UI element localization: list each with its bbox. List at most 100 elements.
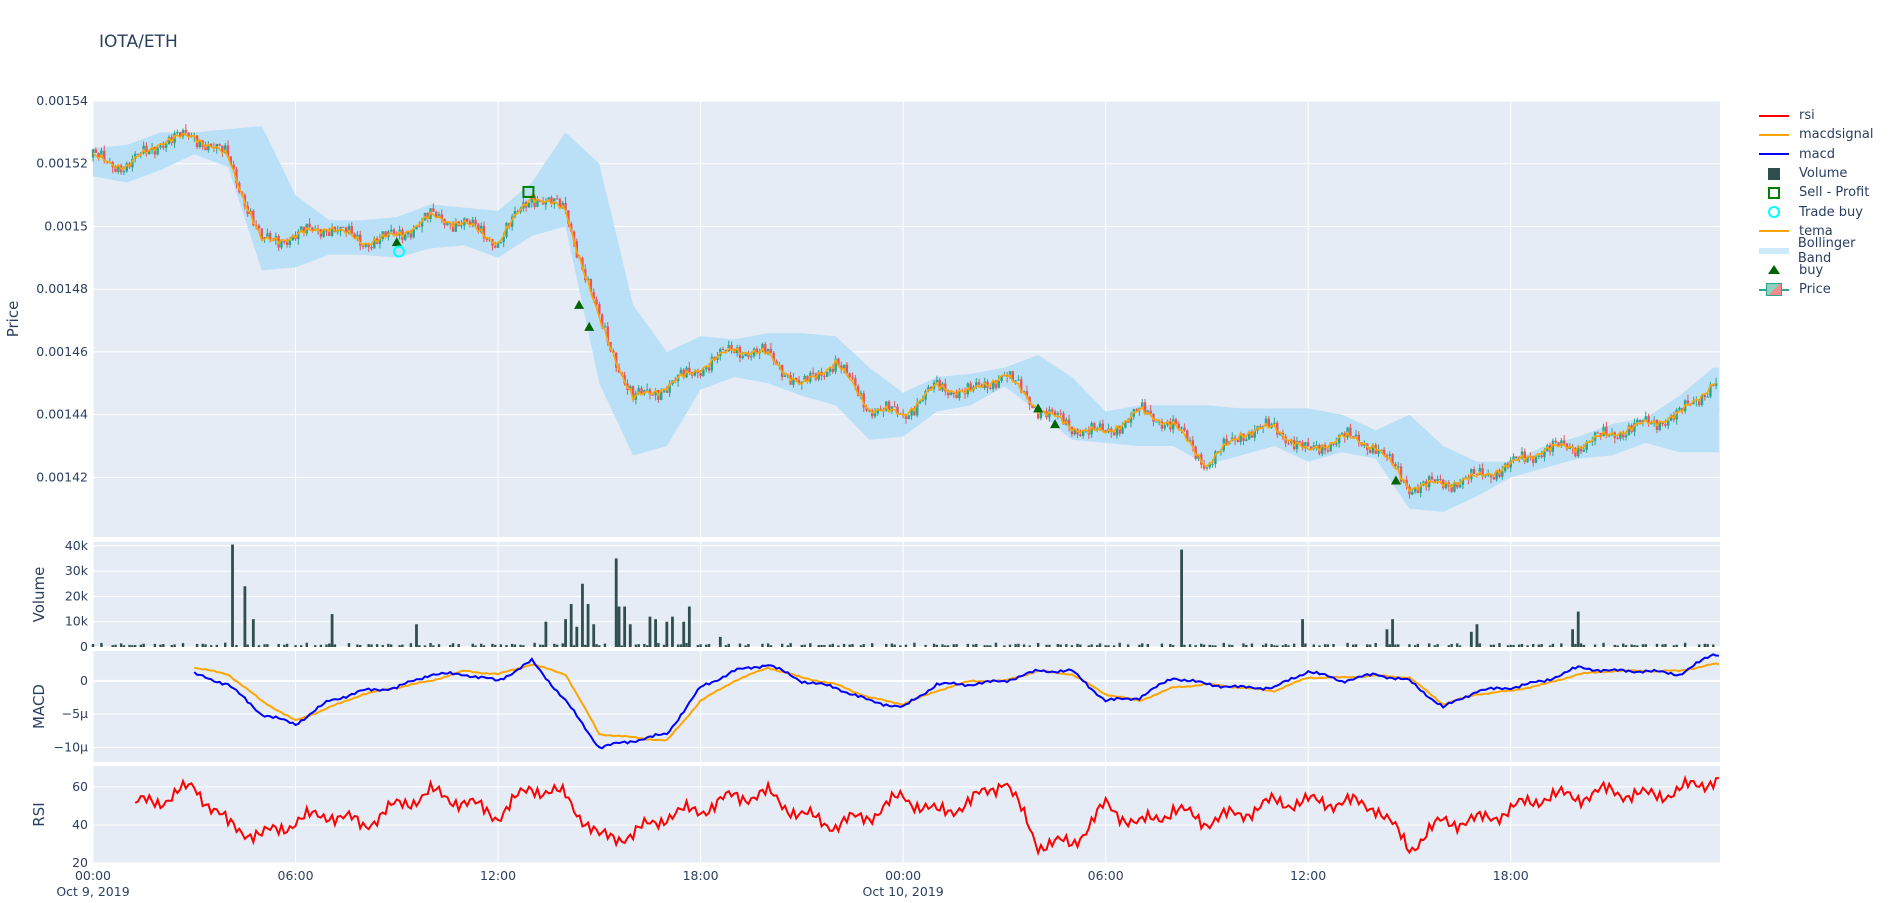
- candle-body: [159, 145, 162, 148]
- volume-bar: [1436, 644, 1439, 647]
- candle-body: [1351, 436, 1355, 438]
- candle-body: [179, 131, 182, 137]
- candle-body: [1605, 426, 1608, 437]
- volume-bar: [153, 643, 157, 647]
- candle-body: [1202, 464, 1206, 469]
- volume-bar: [1332, 644, 1335, 647]
- volume-bar: [429, 642, 432, 647]
- legend-item-tema[interactable]: tema: [1757, 222, 1890, 241]
- legend-item-sell-profit[interactable]: Sell - Profit: [1757, 183, 1890, 202]
- candle-body: [1633, 423, 1636, 432]
- volume-bar: [1712, 644, 1715, 647]
- candle-body: [1191, 440, 1195, 447]
- candle-body: [226, 145, 230, 157]
- volume-bar: [328, 643, 331, 647]
- volume-bar: [142, 643, 145, 647]
- candle-body: [848, 373, 851, 378]
- legend-item-trade-buy[interactable]: Trade buy: [1757, 202, 1890, 221]
- volume-bar: [1655, 643, 1659, 647]
- legend-item-bollinger-band[interactable]: Bollinger Band: [1757, 236, 1890, 266]
- volume-bar: [409, 643, 413, 647]
- legend-item-buy[interactable]: buy: [1757, 260, 1890, 279]
- candle-body: [510, 216, 514, 227]
- candle-body: [944, 383, 947, 392]
- candle-body: [1706, 396, 1709, 398]
- candle-body: [1487, 473, 1490, 476]
- volume-bar: [628, 624, 632, 647]
- candle-body: [879, 408, 882, 411]
- volume-bar: [823, 645, 826, 647]
- volume-bar: [1540, 644, 1543, 647]
- volume-bar: [1250, 643, 1254, 647]
- volume-bar: [657, 642, 660, 647]
- candle-body: [1098, 423, 1102, 429]
- candle-body: [328, 231, 331, 236]
- candle-body: [204, 146, 207, 151]
- candle-body: [555, 198, 559, 200]
- candle-body: [1436, 478, 1439, 482]
- price-y-tick-label: 0.00144: [36, 407, 88, 422]
- volume-bar: [1312, 644, 1316, 647]
- candle-body: [409, 232, 413, 238]
- legend-item-rsi[interactable]: rsi: [1757, 106, 1890, 125]
- candle-body: [581, 257, 584, 270]
- candle-body: [795, 377, 798, 381]
- volume-bar: [1028, 645, 1031, 647]
- candle-body: [1641, 420, 1645, 423]
- volume-bar: [1458, 645, 1462, 647]
- candle-body: [1368, 449, 1372, 453]
- candle-body: [682, 369, 685, 378]
- volume-bar: [1118, 642, 1121, 647]
- volume-bar: [1366, 644, 1369, 647]
- candle-body: [693, 371, 697, 376]
- volume-bar: [1065, 644, 1068, 647]
- legend-item-macdsignal[interactable]: macdsignal: [1757, 125, 1890, 144]
- volume-bar: [643, 643, 646, 647]
- volume-bar: [432, 645, 435, 647]
- candle-body: [1017, 379, 1020, 381]
- candle-body: [164, 144, 168, 148]
- volume-bar: [1059, 644, 1062, 647]
- candle-body: [930, 386, 933, 389]
- candle-body: [772, 352, 775, 362]
- candle-body: [741, 355, 744, 359]
- candle-body: [1377, 450, 1380, 454]
- legend-item-volume[interactable]: Volume: [1757, 164, 1890, 183]
- candle-body: [603, 326, 607, 328]
- candle-body: [744, 353, 747, 356]
- volume-bar: [1456, 643, 1459, 647]
- volume-bar: [955, 644, 958, 647]
- volume-bar: [128, 644, 131, 647]
- candle-body: [1278, 432, 1282, 435]
- volume-bar: [162, 644, 165, 647]
- candle-swatch-icon: [1757, 281, 1793, 297]
- candle-body: [117, 165, 120, 173]
- candle-body: [1644, 416, 1647, 421]
- volume-bar: [586, 603, 590, 647]
- candle-body: [707, 367, 711, 371]
- candle-body: [1321, 444, 1324, 454]
- candle-body: [761, 344, 764, 351]
- candle-body: [404, 234, 407, 240]
- candle-body: [148, 150, 151, 155]
- candle-body: [1557, 442, 1560, 446]
- candle-body: [1335, 443, 1338, 445]
- candle-body: [1703, 395, 1707, 397]
- legend-item-price[interactable]: Price: [1757, 280, 1890, 299]
- volume-bar: [893, 644, 896, 647]
- volume-bar: [314, 645, 317, 647]
- candle-body: [1461, 478, 1465, 485]
- volume-bar: [505, 645, 508, 647]
- volume-bar: [679, 644, 683, 647]
- volume-bar: [682, 621, 686, 647]
- volume-bar: [803, 644, 806, 647]
- candle-body: [1430, 476, 1434, 480]
- volume-bar: [707, 644, 711, 647]
- buy-signal-marker: [1050, 419, 1061, 429]
- legend-item-macd[interactable]: macd: [1757, 145, 1890, 164]
- candle-body: [1188, 440, 1192, 442]
- volume-bar: [1478, 643, 1481, 647]
- candle-body: [1349, 427, 1352, 437]
- volume-bar: [1200, 643, 1203, 647]
- candle-body: [209, 143, 213, 148]
